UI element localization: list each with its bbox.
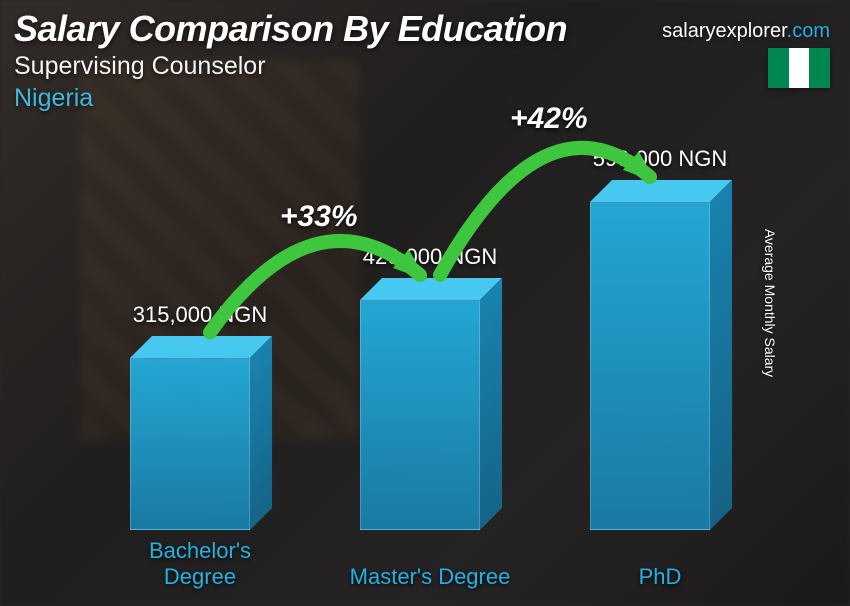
- brand-name: salaryexplorer: [662, 20, 787, 42]
- country-label: Nigeria: [14, 84, 93, 113]
- flag-stripe: [768, 48, 789, 88]
- increase-arrow-icon: [60, 130, 790, 530]
- job-title: Supervising Counselor: [14, 52, 266, 81]
- brand-domain: .com: [787, 20, 830, 42]
- bar-category-label: PhD: [575, 564, 745, 590]
- nigeria-flag-icon: [768, 48, 830, 88]
- brand-text: salaryexplorer.com: [662, 20, 830, 43]
- bar-chart: 315,000 NGNBachelor's Degree420,000 NGNM…: [60, 130, 790, 530]
- flag-stripe: [789, 48, 810, 88]
- content-root: Salary Comparison By Education Supervisi…: [0, 0, 850, 606]
- bar-category-label: Master's Degree: [345, 564, 515, 590]
- flag-stripe: [809, 48, 830, 88]
- page-title: Salary Comparison By Education: [14, 8, 567, 50]
- bar-category-label: Bachelor's Degree: [115, 538, 285, 590]
- percent-increase-label: +42%: [510, 102, 588, 136]
